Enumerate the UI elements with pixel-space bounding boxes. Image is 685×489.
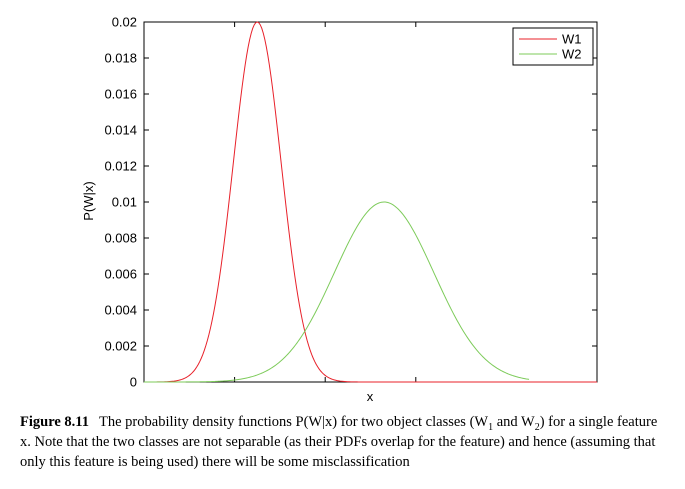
series-line-w2 — [144, 201, 530, 383]
series-line-w1 — [144, 21, 597, 383]
y-tick-label: 0.016 — [104, 87, 137, 102]
y-tick-label: 0.006 — [104, 267, 137, 282]
y-axis-label: P(W|x) — [81, 181, 96, 220]
caption-text: The probability density functions P(W|x)… — [20, 414, 658, 470]
y-tick-label: 0.012 — [104, 159, 137, 174]
y-tick-label: 0.02 — [112, 15, 137, 30]
legend-label: W2 — [562, 47, 582, 62]
x-axis — [234, 22, 417, 382]
legend-box — [512, 27, 594, 66]
plot-area — [143, 21, 598, 383]
y-tick-label: 0.002 — [104, 339, 137, 354]
y-tick-label: 0.018 — [104, 51, 137, 66]
figure-label: Figure 8.11 — [20, 414, 90, 430]
y-tick-label: 0.008 — [104, 231, 137, 246]
y-tick-label: 0 — [130, 375, 137, 390]
chart: 0 0.002 0.004 0.006 0.008 0.01 0.012 0.014 0.016… — [81, 15, 598, 404]
subscript: 2 — [534, 421, 540, 433]
y-tick-label: 0.004 — [104, 303, 137, 318]
series-lines — [144, 21, 597, 383]
legend-label: W1 — [562, 32, 582, 47]
x-axis-label: x — [367, 389, 374, 404]
y-tick-label: 0.014 — [104, 123, 137, 138]
y-axis: 0 0.002 0.004 0.006 0.008 0.01 0.012 0.014 0.016… — [104, 15, 597, 390]
y-tick-label: 0.01 — [112, 195, 137, 210]
subscript: 1 — [488, 421, 494, 433]
figure-caption: Figure 8.11 The probability density funct… — [20, 412, 670, 472]
axes-frame — [143, 21, 598, 383]
